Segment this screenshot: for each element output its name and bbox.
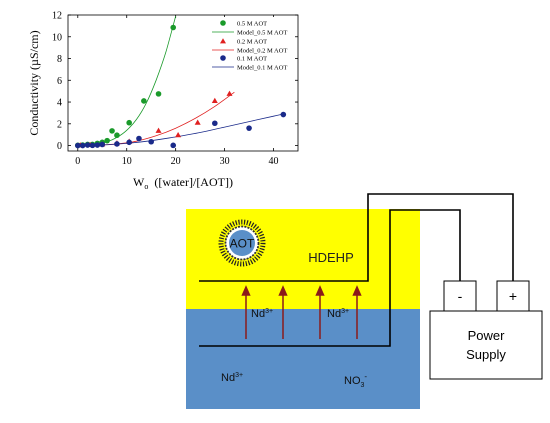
chart-legend: 0.5 M AOT Model_0.5 M AOT 0.2 M AOT Mode… [209, 17, 295, 73]
y-tick-label: 0 [57, 141, 62, 152]
legend-label-1: 0.2 M AOT [237, 39, 267, 46]
legend-model-label-0: Model_0.5 M AOT [237, 30, 287, 37]
micelle-head-ring [224, 225, 260, 261]
aqueous-phase [186, 309, 420, 409]
data-point-s2 [126, 139, 132, 146]
arrow-1-head [241, 285, 251, 296]
data-point-s1 [194, 119, 201, 125]
data-point-s0 [155, 91, 162, 97]
legend-box [209, 17, 295, 73]
legend-marker-1 [220, 38, 226, 44]
data-point-s2 [170, 142, 177, 149]
x-axis-label-sub: o [144, 182, 148, 191]
legend-marker-2 [220, 55, 226, 61]
ion-label-lower: Nd3+ [221, 372, 243, 384]
data-point-s2 [79, 142, 86, 149]
negative-terminal [443, 280, 477, 312]
data-point-s0 [104, 137, 110, 144]
data-point-s0 [170, 24, 177, 31]
arrow-2-head [278, 285, 288, 296]
y-tick-label: 10 [52, 32, 62, 43]
negative-terminal-label: - [458, 288, 463, 304]
power-supply-line1: Power [468, 328, 506, 343]
data-point-s2 [74, 142, 81, 149]
x-tick-label: 0 [75, 156, 80, 167]
data-point-s2 [212, 120, 218, 127]
micelle-label: AOT [230, 237, 255, 251]
y-tick-label: 6 [57, 76, 62, 87]
data-point-s2 [99, 141, 106, 148]
legend-model-label-1: Model_0.2 M AOT [237, 48, 287, 55]
data-point-s1 [155, 127, 162, 133]
upper-electrode-wire [199, 193, 514, 282]
data-point-s0 [109, 128, 115, 134]
anion-charge: - [364, 372, 367, 381]
plot-frame [67, 14, 299, 152]
data-points [74, 24, 287, 149]
ion-transport-arrows [241, 285, 362, 339]
x-tick-label: 40 [269, 156, 279, 167]
power-supply-line2: Supply [466, 347, 506, 362]
x-axis-label-rest: ([water]/[AOT]) [148, 175, 233, 189]
anion-symbol: NO [344, 375, 361, 387]
data-point-s2 [94, 142, 101, 148]
ion-upper-left-charge: 3+ [265, 308, 273, 315]
data-point-s2 [246, 125, 252, 131]
y-tick-label: 2 [57, 119, 62, 130]
x-axis-label: Wo ([water]/[AOT]) [133, 175, 233, 191]
ion-upper-right-charge: 3+ [341, 308, 349, 315]
ion-lower-symbol: Nd [221, 372, 235, 384]
x-tick-label: 10 [122, 156, 132, 167]
legend-marker-0 [220, 20, 226, 26]
micelle-shell [218, 219, 266, 267]
anion-subscript: 3 [361, 382, 365, 389]
data-point-s1 [175, 132, 182, 138]
data-point-s2 [148, 138, 154, 145]
chart-axes [67, 14, 299, 152]
organic-phase [186, 209, 420, 309]
model-curve-1 [77, 91, 235, 146]
ion-upper-right-symbol: Nd [327, 308, 341, 320]
lower-electrode-wire [199, 209, 461, 347]
ion-lower-charge: 3+ [235, 372, 243, 379]
power-supply-box [429, 310, 543, 380]
legend-label-2: 0.1 M AOT [237, 56, 267, 63]
ion-upper-left-symbol: Nd [251, 308, 265, 320]
data-point-s2 [280, 111, 287, 118]
y-tick-label: 4 [57, 98, 62, 109]
data-point-s2 [114, 141, 120, 147]
x-axis-label-main: W [133, 175, 145, 189]
data-point-s0 [114, 132, 120, 139]
y-axis-ticks: 0 2 4 6 8 10 12 [52, 11, 298, 152]
legend-model-label-2: Model_0.1 M AOT [237, 65, 287, 72]
y-tick-label: 12 [52, 11, 62, 22]
organic-phase-label: HDEHP [308, 250, 354, 265]
micelle-core [229, 230, 255, 256]
legend-label-0: 0.5 M AOT [237, 21, 267, 28]
model-curve-0 [77, 15, 177, 146]
data-point-s2 [136, 135, 142, 142]
data-point-s1 [211, 97, 218, 103]
data-point-s2 [84, 142, 91, 148]
conductivity-chart: 0 2 4 6 8 10 12 0 10 20 30 40 0.5 M AOT Model_0.5 … [27, 11, 299, 191]
ion-label-upper-right: Nd3+ [327, 308, 349, 320]
ion-label-upper-left: Nd3+ [251, 308, 273, 320]
positive-terminal-label: + [509, 288, 517, 304]
positive-terminal [496, 280, 530, 312]
x-tick-label: 30 [220, 156, 230, 167]
arrow-4-head [352, 285, 362, 296]
arrow-3-head [315, 285, 325, 296]
aot-micelle: AOT [218, 219, 266, 267]
data-point-s0 [126, 119, 132, 126]
y-axis-label: Conductivity (µS/cm) [27, 30, 41, 135]
anion-label: NO3- [344, 372, 367, 389]
data-point-s2 [89, 142, 96, 149]
data-point-s1 [226, 90, 233, 96]
x-tick-label: 20 [171, 156, 181, 167]
y-tick-label: 8 [57, 54, 62, 65]
data-point-s0 [141, 98, 147, 104]
